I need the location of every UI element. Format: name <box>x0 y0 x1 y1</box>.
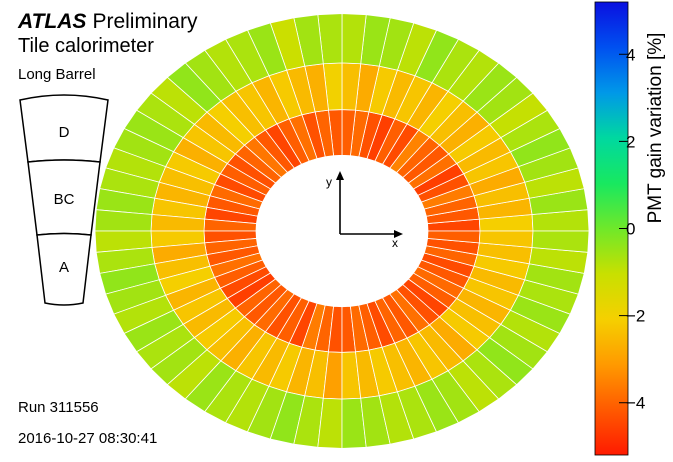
partition-label: Long Barrel <box>18 66 96 83</box>
colorbar-title: PMT gain variation [%] <box>645 33 666 224</box>
schematic-label-d: D <box>59 124 70 141</box>
subtitle: Tile calorimeter <box>18 35 154 57</box>
y-arrowhead <box>336 171 344 180</box>
figure-header: ATLAS Preliminary <box>17 10 198 33</box>
colorbar-tick-label: 0 <box>626 220 635 239</box>
cell-schematic: D BC A <box>20 95 108 305</box>
colorbar-tick-label: −4 <box>626 394 645 413</box>
status-label: Preliminary <box>92 10 198 33</box>
run-timestamp: 2016-10-27 08:30:41 <box>18 430 157 447</box>
colorbar-tick-label: −2 <box>626 307 645 326</box>
x-axis-label: x <box>392 236 398 250</box>
colorbar-tick-label: 2 <box>626 132 635 151</box>
axes-indicator: y x <box>326 171 403 250</box>
schematic-label-bc: BC <box>54 191 75 208</box>
calorimeter-ring <box>95 14 589 449</box>
run-label: Run 311556 <box>18 399 99 416</box>
schematic-label-a: A <box>59 259 69 276</box>
colorbar: 4 2 0 −2 −4 PMT gain variation [%] <box>595 2 666 455</box>
experiment-label: ATLAS <box>17 10 86 33</box>
colorbar-tick-label: 4 <box>626 45 635 64</box>
y-axis-label: y <box>326 175 332 189</box>
